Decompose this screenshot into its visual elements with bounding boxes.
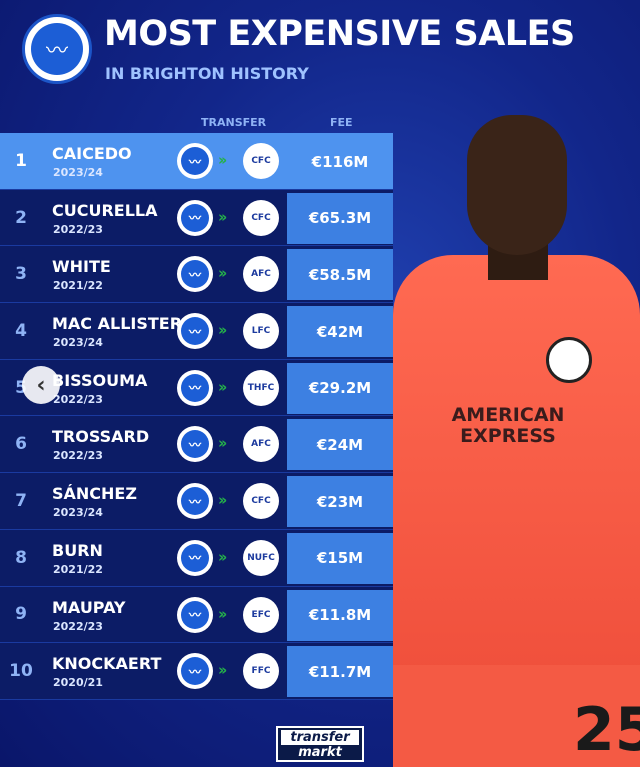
season: 2023/24 — [53, 506, 103, 520]
table-row: 1 CAICEDO 2023/24 〰 ›› CFC €116M — [0, 133, 393, 190]
rank: 1 — [15, 150, 27, 171]
season: 2023/24 — [53, 336, 103, 350]
destination-club-crest-icon: AFC — [243, 256, 279, 293]
page-title: MOST EXPENSIVE SALES — [104, 14, 575, 54]
fee: €11.8M — [287, 589, 393, 641]
header-fee: FEE — [330, 116, 353, 129]
shorts — [393, 665, 640, 767]
shorts-number: 25 — [573, 695, 640, 765]
player-name: KNOCKAERT — [52, 654, 162, 674]
brighton-crest-icon: 〰 — [177, 483, 213, 520]
destination-club-crest-icon: LFC — [243, 313, 279, 350]
table-row: 8 BURN 2021/22 〰 ›› NUFC €15M — [0, 529, 393, 587]
tm-line1: transfer — [281, 730, 359, 745]
brighton-crest-icon: 〰 — [177, 199, 213, 236]
double-chevron-right-icon: ›› — [218, 321, 228, 340]
header-transfer: TRANSFER — [201, 116, 267, 129]
fee: €24M — [287, 419, 393, 471]
brighton-crest-icon: 〰 — [177, 653, 213, 690]
double-chevron-right-icon: ›› — [218, 207, 228, 226]
destination-club-crest-icon: CFC — [243, 483, 279, 520]
double-chevron-right-icon: ›› — [218, 377, 228, 396]
rank: 10 — [9, 661, 33, 682]
player-name: CUCURELLA — [52, 200, 158, 220]
destination-club-crest-icon: NUFC — [243, 539, 279, 576]
seagull-icon: 〰 — [31, 23, 83, 75]
fee: €65.3M — [287, 192, 393, 244]
destination-club-crest-icon: AFC — [243, 426, 279, 463]
player-photo: AMERICAN EXPRESS 25 — [393, 105, 640, 767]
rank: 5 — [15, 377, 27, 398]
brighton-crest-icon: 〰 — [177, 596, 213, 633]
season: 2020/21 — [53, 676, 103, 690]
player-name: TROSSARD — [52, 427, 150, 447]
fee: €23M — [287, 476, 393, 528]
previous-button[interactable]: ‹ — [22, 366, 60, 404]
fee: €11.7M — [287, 646, 393, 698]
fee: €29.2M — [287, 362, 393, 414]
fee: €42M — [287, 306, 393, 358]
rank: 6 — [15, 434, 27, 455]
player-name: WHITE — [52, 257, 111, 277]
player-name: MAC ALLISTER — [52, 314, 183, 334]
player-name: MAUPAY — [52, 597, 126, 617]
destination-club-crest-icon: CFC — [243, 143, 279, 179]
player-head — [467, 115, 567, 255]
table-row: 7 SÁNCHEZ 2023/24 〰 ›› CFC €23M — [0, 473, 393, 530]
rank: 3 — [15, 264, 27, 285]
player-name: BURN — [52, 540, 103, 560]
shirt-sponsor: AMERICAN EXPRESS — [451, 404, 565, 447]
season: 2021/22 — [53, 562, 103, 576]
table-row: 2 CUCURELLA 2022/23 〰 ›› CFC €65.3M — [0, 189, 393, 247]
rank: 9 — [15, 604, 27, 625]
double-chevron-right-icon: ›› — [218, 661, 228, 680]
season: 2022/23 — [53, 222, 103, 236]
brighton-crest-icon: 〰 — [177, 539, 213, 576]
transfermarkt-logo: transfer markt — [276, 726, 364, 762]
table-row: 6 TROSSARD 2022/23 〰 ›› AFC €24M — [0, 416, 393, 474]
double-chevron-right-icon: ›› — [218, 547, 228, 566]
season: 2022/23 — [53, 619, 103, 633]
player-name: BISSOUMA — [52, 370, 148, 390]
sales-table: 1 CAICEDO 2023/24 〰 ›› CFC €116M 2 CUCURE… — [0, 133, 393, 700]
player-name: CAICEDO — [52, 144, 132, 163]
rank: 4 — [15, 320, 27, 341]
table-row: 9 MAUPAY 2022/23 〰 ›› EFC €11.8M — [0, 586, 393, 644]
rank: 2 — [15, 207, 27, 228]
brighton-logo: 〰 — [22, 14, 92, 84]
table-row: 3 WHITE 2021/22 〰 ›› AFC €58.5M — [0, 246, 393, 304]
brighton-crest-icon: 〰 — [177, 369, 213, 406]
season: 2022/23 — [53, 392, 103, 406]
double-chevron-right-icon: ›› — [218, 151, 228, 169]
double-chevron-right-icon: ›› — [218, 264, 228, 283]
tm-line2: markt — [298, 745, 342, 760]
destination-club-crest-icon: CFC — [243, 199, 279, 236]
shirt — [393, 255, 640, 675]
destination-club-crest-icon: EFC — [243, 596, 279, 633]
fee: €116M — [311, 152, 369, 171]
brighton-crest-icon: 〰 — [177, 143, 213, 179]
brighton-crest-icon: 〰 — [177, 313, 213, 350]
destination-club-crest-icon: FFC — [243, 653, 279, 690]
page-subtitle: IN BRIGHTON HISTORY — [105, 64, 309, 83]
brighton-crest-icon: 〰 — [177, 426, 213, 463]
table-row: 10 KNOCKAERT 2020/21 〰 ›› FFC €11.7M — [0, 643, 393, 700]
player-name: SÁNCHEZ — [52, 484, 137, 504]
chevron-left-icon: ‹ — [36, 372, 46, 398]
table-row: 4 MAC ALLISTER 2023/24 〰 ›› LFC €42M — [0, 303, 393, 360]
fee: €58.5M — [287, 249, 393, 301]
double-chevron-right-icon: ›› — [218, 491, 228, 510]
brighton-crest-icon: 〰 — [177, 256, 213, 293]
double-chevron-right-icon: ›› — [218, 434, 228, 453]
shirt-badge-icon — [546, 337, 592, 383]
double-chevron-right-icon: ›› — [218, 604, 228, 623]
fee: €15M — [287, 532, 393, 584]
rank: 8 — [15, 547, 27, 568]
season: 2021/22 — [53, 279, 103, 293]
destination-club-crest-icon: THFC — [243, 369, 279, 406]
season: 2023/24 — [53, 166, 103, 179]
table-row: 5 BISSOUMA 2022/23 〰 ›› THFC €29.2M — [0, 359, 393, 417]
season: 2022/23 — [53, 449, 103, 463]
rank: 7 — [15, 490, 27, 511]
